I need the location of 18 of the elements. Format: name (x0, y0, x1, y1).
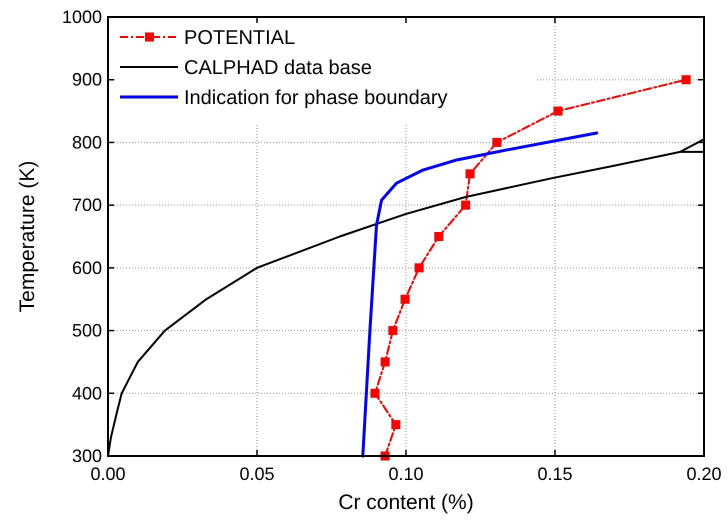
legend-label: CALPHAD data base (184, 57, 372, 79)
x-tick-label: 0.10 (388, 464, 424, 484)
y-tick-label: 600 (72, 258, 102, 278)
y-tick-label: 400 (72, 383, 102, 404)
y-tick-label: 900 (72, 70, 102, 90)
y-tick-label: 700 (72, 195, 102, 216)
y-tick-label: 500 (72, 320, 102, 341)
y-tick-label: 300 (72, 446, 102, 466)
y-tick-label: 1000 (62, 7, 102, 27)
x-tick-label: 0.20 (686, 464, 722, 484)
x-tick-label: 0.15 (537, 464, 573, 484)
y-tick-label: 800 (72, 132, 102, 152)
x-axis-title: Cr content (%) (338, 491, 474, 514)
x-tick-label: 0.00 (90, 464, 126, 484)
x-tick-label: 0.05 (239, 464, 275, 484)
legend-label: Indication for phase boundary (184, 87, 448, 109)
y-axis-title: Temperature (K) (16, 160, 39, 312)
legend-label: POTENTIAL (184, 27, 296, 49)
